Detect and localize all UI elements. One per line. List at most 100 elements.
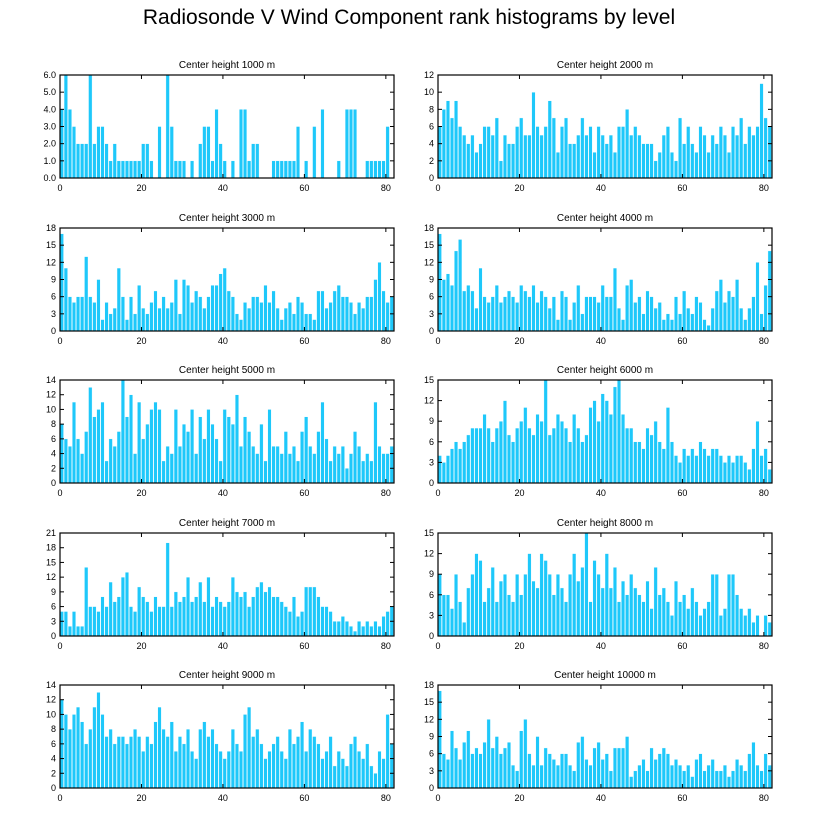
histogram-bar	[190, 302, 195, 332]
histogram-bar	[210, 423, 215, 484]
histogram-bar	[682, 290, 687, 332]
histogram-bar	[129, 736, 134, 789]
histogram-bar	[649, 608, 654, 637]
y-tick-label: 4	[51, 754, 56, 764]
histogram-bar	[564, 427, 569, 484]
histogram-bar	[560, 587, 564, 637]
histogram-bar	[714, 448, 719, 484]
x-tick-label: 60	[299, 183, 309, 193]
x-tick-label: 80	[759, 488, 769, 498]
histogram-bar	[507, 594, 512, 637]
histogram-bar	[669, 615, 674, 637]
histogram-bar	[592, 152, 597, 179]
x-tick-label: 60	[299, 488, 309, 498]
histogram-bar	[63, 438, 68, 484]
histogram-bar	[324, 751, 329, 789]
histogram-bar	[177, 446, 182, 484]
histogram-bar	[76, 296, 81, 332]
histogram-bar	[535, 126, 540, 179]
histogram-bar	[308, 446, 313, 484]
histogram-bar	[466, 587, 471, 637]
histogram-bar	[108, 581, 113, 637]
histogram-bar	[462, 441, 467, 484]
panel-title: Center height 5000 m	[179, 365, 275, 376]
histogram-bar	[349, 743, 353, 789]
histogram-bar	[600, 285, 605, 332]
histogram-bar	[645, 143, 650, 179]
histogram-bar	[669, 152, 674, 179]
histogram-bar	[100, 714, 105, 789]
y-tick-label: 6	[429, 122, 434, 132]
x-tick-label: 60	[677, 183, 687, 193]
histogram-bar	[344, 296, 349, 332]
y-tick-label: 8	[51, 724, 56, 734]
histogram-bar	[702, 608, 707, 637]
histogram-bar	[186, 285, 191, 332]
histogram-bar	[296, 616, 301, 637]
histogram-bar	[218, 143, 223, 179]
y-tick-label: 15	[46, 557, 56, 567]
histogram-bar	[511, 764, 516, 789]
histogram-bar	[494, 427, 499, 484]
histogram-bar	[645, 427, 650, 484]
histogram-bar	[76, 143, 81, 179]
x-tick-label: 40	[596, 488, 606, 498]
histogram-bar	[149, 160, 154, 179]
histogram-bar	[629, 279, 634, 332]
histogram-bar	[718, 615, 723, 637]
histogram-bar	[312, 453, 317, 484]
y-tick-label: 1.0	[43, 156, 56, 166]
histogram-bar	[625, 427, 630, 484]
histogram-panel: Center height 4000 m 0 3 6 9 12 15 18 0 20 40 60 80	[424, 213, 773, 346]
x-tick-label: 80	[381, 641, 391, 651]
histogram-bar	[226, 416, 231, 484]
histogram-bar	[165, 307, 170, 332]
histogram-bar	[181, 279, 186, 332]
histogram-bar	[344, 765, 349, 789]
histogram-bar	[385, 611, 390, 637]
histogram-bar	[649, 143, 654, 179]
histogram-bar	[494, 736, 499, 789]
histogram-bar	[349, 109, 353, 179]
y-tick-label: 6	[429, 437, 434, 447]
histogram-bar	[445, 455, 450, 484]
histogram-bar	[698, 615, 703, 637]
histogram-bar	[190, 160, 195, 179]
histogram-bar	[502, 400, 507, 484]
histogram-bar	[214, 743, 219, 789]
x-tick-label: 40	[596, 793, 606, 803]
histogram-bar	[88, 728, 93, 789]
histogram-bar	[287, 160, 292, 179]
histogram-bar	[92, 606, 97, 637]
histogram-bar	[283, 758, 288, 789]
x-tick-label: 20	[514, 183, 524, 193]
histogram-bar	[531, 285, 536, 332]
histogram-bar	[555, 319, 560, 332]
histogram-panel: Center height 8000 m 0 3 6 9 12 15 0 20 40 60 80	[424, 518, 773, 651]
histogram-bar	[441, 753, 446, 789]
histogram-bar	[747, 608, 752, 637]
y-tick-label: 0	[51, 326, 56, 336]
histogram-bar	[482, 601, 487, 637]
histogram-bar	[389, 743, 394, 789]
y-tick-label: 10	[424, 87, 434, 97]
histogram-bar	[320, 758, 325, 789]
y-tick-label: 12	[424, 714, 434, 724]
histogram-bar	[369, 765, 374, 789]
histogram-bar	[694, 455, 699, 484]
histogram-bar	[129, 606, 134, 637]
histogram-bar	[722, 302, 727, 332]
histogram-bar	[641, 143, 646, 179]
histogram-bar	[251, 596, 256, 637]
histogram-bar	[300, 302, 305, 332]
y-tick-label: 9	[429, 416, 434, 426]
histogram-bar	[369, 296, 374, 332]
histogram-bar	[478, 753, 483, 789]
histogram-bar	[686, 764, 691, 789]
histogram-bar	[665, 313, 670, 332]
histogram-bar	[84, 743, 89, 789]
histogram-bar	[104, 736, 109, 789]
x-tick-label: 60	[299, 641, 309, 651]
histogram-bar	[580, 441, 585, 484]
panel-title: Center height 9000 m	[179, 670, 275, 681]
